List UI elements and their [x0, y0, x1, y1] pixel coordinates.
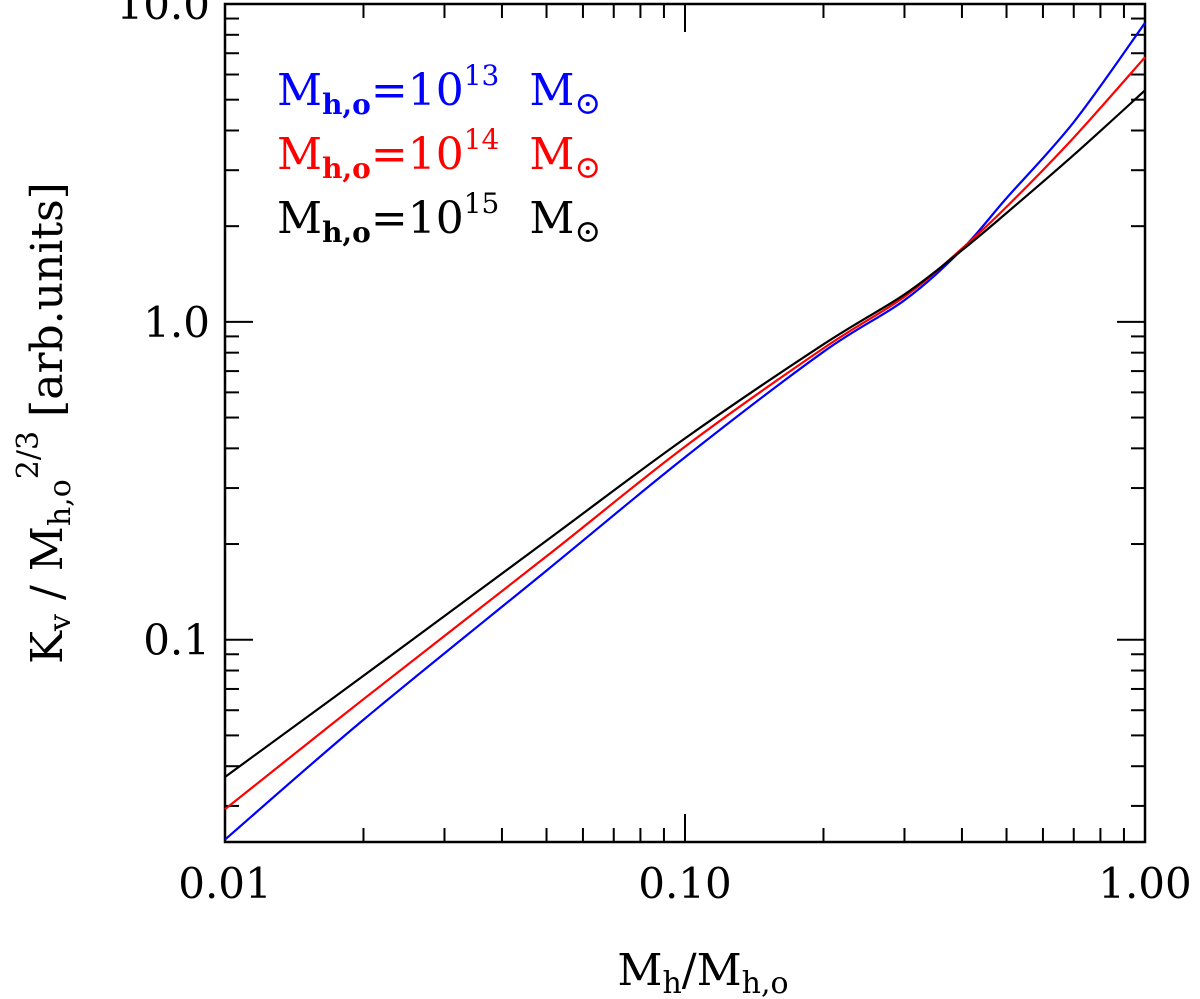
y-axis-title-sub2: h,o [43, 479, 78, 526]
y-axis-title-sup: 2/3 [11, 431, 46, 479]
legend-entry-3: Mh,o=1015 M⊙ [277, 187, 601, 250]
y-axis-title-main2: M [22, 526, 73, 571]
y-axis-title-main: K [22, 630, 73, 664]
y-axis-title-slash: / [22, 571, 73, 614]
x-axis-title-slash: / [682, 945, 697, 996]
x-axis-title-sub1: h [662, 966, 681, 999]
x-axis-title-sub2: h,o [742, 966, 789, 999]
y-tick-label: 0.1 [143, 616, 210, 665]
major-ticks [224, 3, 1146, 842]
y-tick-labels: 0.1 1.0 10.0 [116, 0, 210, 665]
x-tick-labels: 0.01 0.10 1.00 [178, 859, 1192, 908]
plot-frame [223, 2, 1147, 844]
y-axis-title-sub1: v [43, 614, 78, 632]
y-axis-title-units: [arb.units] [22, 182, 73, 417]
series-line-3 [224, 89, 1146, 778]
legend-entry-1: Mh,o=1013 M⊙ [277, 59, 601, 122]
x-tick-label: 0.10 [638, 859, 732, 908]
y-axis-title: Kv / Mh,o2/3 [arb.units] [11, 182, 78, 664]
x-tick-label: 0.01 [178, 859, 272, 908]
y-tick-label: 10.0 [116, 0, 210, 29]
series-line-2 [224, 56, 1146, 811]
legend-entry-2: Mh,o=1014 M⊙ [277, 123, 601, 186]
legend: Mh,o=1013 M⊙Mh,o=1014 M⊙Mh,o=1015 M⊙ [277, 59, 601, 250]
y-tick-label: 1.0 [143, 298, 210, 347]
x-axis-title-main: M [617, 945, 662, 996]
series-lines [224, 22, 1146, 841]
minor-ticks [225, 4, 1145, 842]
x-tick-label: 1.00 [1098, 859, 1192, 908]
x-axis-title: Mh/Mh,o [617, 945, 788, 999]
series-line-1 [224, 22, 1146, 841]
x-axis-title-main2: M [697, 945, 742, 996]
